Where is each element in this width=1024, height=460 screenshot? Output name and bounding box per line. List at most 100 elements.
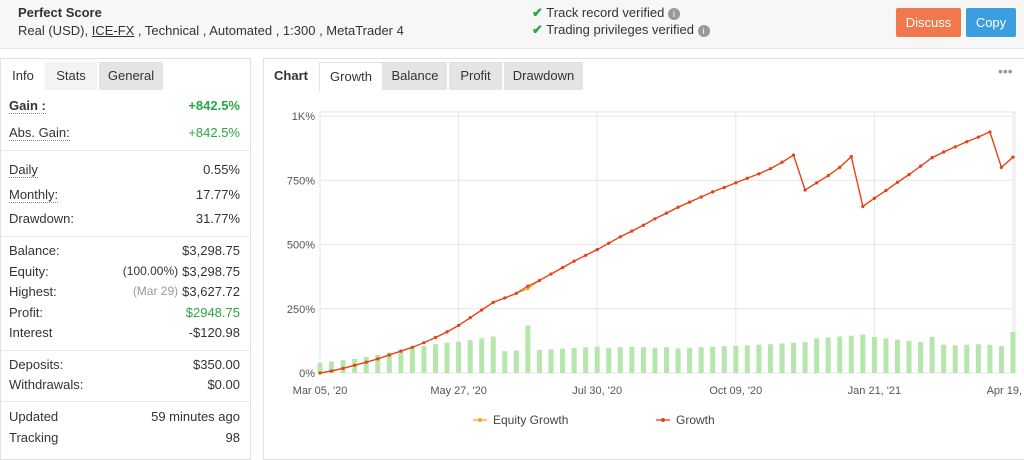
bar	[363, 357, 369, 373]
point	[526, 287, 530, 291]
point	[999, 165, 1004, 169]
stat-value: 59 minutes ago	[151, 409, 240, 424]
bar	[640, 347, 646, 373]
bar	[386, 352, 392, 373]
bar	[444, 342, 450, 373]
point	[664, 211, 669, 215]
bar	[767, 344, 773, 373]
stat-value: $3,298.75	[182, 243, 240, 258]
point	[503, 296, 507, 300]
point	[838, 165, 842, 169]
tab[interactable]: Profit	[449, 62, 502, 90]
stat-label: Monthly:	[9, 186, 59, 203]
bar	[583, 347, 589, 373]
tab[interactable]: Stats	[45, 62, 97, 90]
point	[884, 188, 888, 193]
x-tick-label: Apr 19, '21	[987, 385, 1024, 397]
tab[interactable]: Drawdown	[504, 62, 583, 90]
bar	[479, 338, 485, 373]
y-tick-label: 1K%	[292, 111, 315, 123]
point	[549, 272, 553, 276]
point	[976, 135, 980, 139]
point	[849, 155, 853, 159]
stats-panel	[0, 58, 251, 460]
bar	[513, 350, 519, 373]
point	[676, 205, 680, 209]
bar	[779, 343, 785, 373]
point	[907, 172, 911, 177]
broker-link[interactable]: ICE-FX	[91, 23, 135, 38]
bar	[848, 335, 854, 373]
point	[468, 316, 472, 320]
stat-label: Daily	[9, 162, 38, 178]
stat-value: $2948.75	[185, 304, 240, 320]
x-tick-label: Oct 09, '20	[709, 385, 762, 397]
bar	[756, 344, 762, 373]
bar	[906, 340, 912, 373]
menu[interactable]: •••	[998, 63, 1013, 79]
y-tick-label: 0%	[299, 368, 315, 380]
stat-label: Highest:	[9, 284, 57, 299]
bar	[998, 346, 1004, 373]
point	[803, 188, 807, 192]
stat-value: 31.77%	[195, 211, 240, 226]
discuss-button[interactable]: Discuss	[896, 8, 961, 37]
title: Perfect Score	[18, 5, 102, 20]
point	[780, 160, 784, 164]
verified-text: Track record verified	[546, 5, 665, 20]
point	[480, 308, 484, 312]
point	[526, 284, 530, 288]
legend-dot	[478, 418, 482, 422]
bar	[733, 345, 739, 373]
point	[399, 349, 403, 353]
x-tick-label: Jul 30, '20	[572, 385, 622, 397]
stat-value: +842.5%	[188, 125, 240, 140]
point	[318, 371, 322, 375]
point	[688, 200, 692, 204]
point	[445, 330, 449, 334]
bar	[548, 349, 554, 373]
point	[572, 259, 576, 263]
point	[919, 164, 923, 168]
bar	[421, 346, 427, 373]
stat-label: Deposits:	[9, 357, 64, 372]
bar	[525, 325, 531, 373]
bar	[814, 338, 820, 373]
point	[457, 323, 461, 328]
bar	[536, 349, 542, 373]
stat-label: Gain :	[9, 98, 46, 114]
tab[interactable]: Growth	[319, 62, 383, 91]
y-tick-label: 500%	[287, 240, 315, 252]
bar	[860, 334, 866, 373]
x-tick-label: Jan 21, '21	[848, 385, 901, 397]
point	[861, 204, 865, 209]
header: Perfect Score Real (USD), ICE-FX , Techn…	[0, 0, 1024, 49]
bar	[606, 347, 612, 373]
tab[interactable]: Info	[1, 62, 45, 90]
bar	[375, 355, 381, 373]
point	[607, 241, 611, 245]
stat-label: Interest	[9, 325, 53, 340]
verified: ✔ Track record verified i	[532, 5, 680, 21]
point	[1011, 155, 1015, 159]
bar	[490, 336, 496, 373]
bar	[1010, 331, 1016, 373]
point	[387, 353, 391, 357]
copy-button[interactable]: Copy	[966, 8, 1016, 37]
stat-value: $3,627.72	[182, 284, 240, 299]
point	[329, 369, 334, 373]
point	[711, 190, 715, 194]
stat-value: 98	[225, 430, 240, 445]
point	[745, 176, 749, 180]
point	[630, 229, 634, 233]
point	[641, 223, 646, 227]
bar	[409, 348, 415, 373]
point	[826, 174, 830, 178]
tab[interactable]: Balance	[383, 62, 447, 90]
tab[interactable]: General	[99, 62, 163, 90]
point	[872, 196, 877, 200]
stat-value: 17.77%	[195, 186, 240, 202]
stat-value: $3,298.75	[182, 263, 240, 279]
stat-label: Profit:	[9, 304, 43, 320]
point	[595, 248, 599, 252]
